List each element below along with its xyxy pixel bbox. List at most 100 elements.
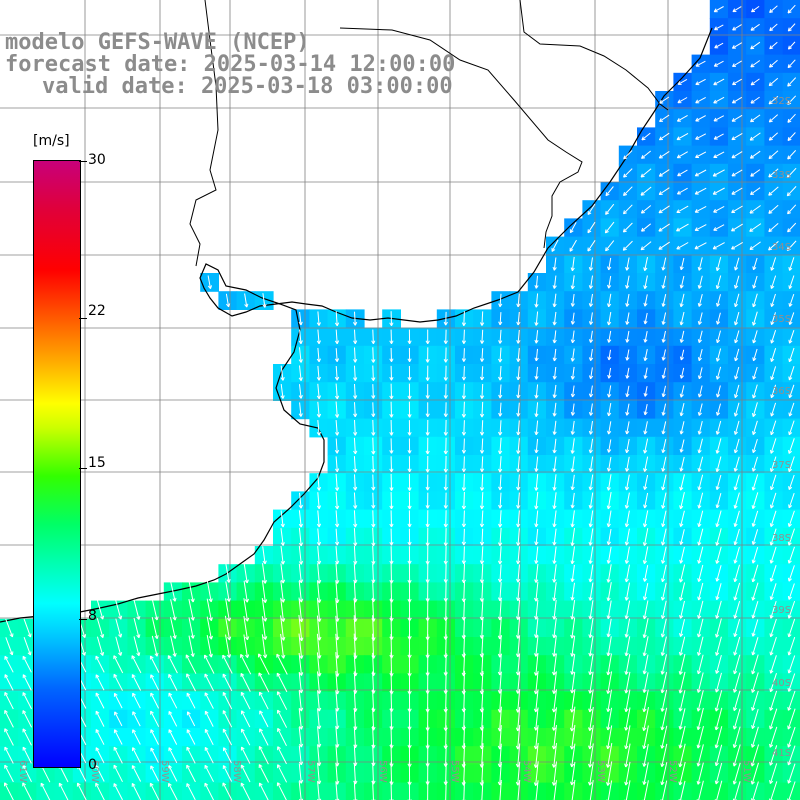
wind-arrow	[642, 546, 649, 565]
wind-arrow	[353, 528, 358, 546]
wind-arrow	[732, 744, 741, 767]
wind-arrow	[371, 365, 376, 381]
wind-arrow	[625, 438, 630, 454]
wind-arrow	[534, 366, 539, 380]
wind-arrow	[768, 132, 779, 141]
colorbar-label-0: 0	[88, 757, 97, 773]
wind-arrow	[570, 275, 575, 290]
wind-arrow	[261, 634, 268, 659]
wind-arrow	[606, 492, 612, 510]
wind-arrow	[204, 654, 215, 674]
wind-arrow	[461, 456, 467, 473]
longitude-label: 59W	[159, 760, 170, 783]
wind-arrow	[658, 205, 670, 214]
wind-cell	[782, 782, 800, 800]
wind-arrow	[371, 510, 376, 528]
wind-arrow	[713, 151, 725, 158]
longitude-label: 57W	[305, 760, 316, 783]
wind-arrow	[4, 764, 14, 783]
wind-arrow	[733, 546, 740, 564]
wind-arrow	[22, 674, 32, 691]
wind-arrow	[607, 293, 612, 308]
wind-arrow	[750, 114, 761, 123]
wind-arrow	[769, 708, 778, 730]
longitude-label: 60W	[89, 760, 100, 783]
country-border	[339, 27, 583, 249]
wind-arrow	[643, 367, 648, 379]
wind-arrow	[552, 384, 557, 398]
wind-arrow	[132, 692, 141, 709]
wind-arrow	[769, 492, 777, 509]
wind-arrow	[624, 654, 631, 675]
wind-arrow	[643, 421, 648, 435]
wind-arrow	[770, 275, 777, 289]
latitude-label: 39S	[772, 605, 791, 616]
wind-arrow	[425, 510, 430, 528]
wind-arrow	[168, 673, 178, 691]
wind-arrow	[225, 634, 232, 658]
wind-arrow	[223, 747, 232, 764]
wind-arrow	[552, 546, 557, 564]
wind-arrow	[570, 294, 575, 307]
wind-arrow	[280, 597, 286, 622]
wind-arrow	[552, 420, 557, 435]
wind-arrow	[498, 474, 503, 491]
wind-arrow	[606, 529, 612, 546]
wind-arrow	[679, 275, 685, 289]
wind-arrow	[95, 692, 105, 709]
wind-arrow	[516, 384, 521, 399]
wind-arrow	[588, 653, 594, 676]
wind-arrow	[660, 654, 667, 675]
wind-arrow	[769, 655, 777, 674]
wind-arrow	[716, 385, 721, 398]
wind-arrow	[676, 187, 688, 195]
wind-arrow	[258, 764, 269, 783]
wind-arrow	[570, 256, 575, 272]
colorbar-label-8: 8	[88, 608, 97, 624]
wind-arrow	[624, 636, 631, 657]
wind-arrow	[4, 655, 14, 673]
wind-arrow	[316, 546, 322, 565]
wind-arrow	[606, 618, 612, 638]
wind-arrow	[752, 384, 758, 399]
wind-arrow	[661, 257, 667, 271]
wind-arrow	[498, 312, 503, 326]
wind-arrow	[498, 437, 503, 455]
wind-arrow	[607, 349, 612, 361]
wind-arrow	[697, 330, 703, 343]
wind-arrow	[334, 473, 340, 491]
wind-arrow	[661, 293, 667, 307]
wind-arrow	[606, 564, 612, 583]
wind-arrow	[222, 673, 233, 692]
wind-arrow	[389, 419, 394, 436]
wind-arrow	[22, 655, 32, 673]
wind-arrow	[697, 438, 703, 454]
wind-arrow	[243, 634, 250, 659]
wind-arrow	[731, 241, 743, 250]
wind-arrow	[733, 492, 740, 509]
colorbar-label-30: 30	[88, 152, 106, 168]
colorbar-label-22: 22	[88, 303, 106, 319]
wind-arrow	[787, 673, 796, 692]
wind-arrow	[353, 545, 358, 565]
wind-arrow	[407, 528, 412, 546]
wind-arrow	[752, 366, 758, 380]
wind-arrow	[570, 456, 575, 473]
wind-arrow	[570, 420, 575, 435]
wind-arrow	[150, 692, 160, 709]
wind-arrow	[715, 366, 722, 380]
wind-arrow	[695, 133, 707, 140]
wind-arrow	[695, 60, 706, 67]
wind-arrow	[660, 671, 668, 694]
wind-arrow	[643, 275, 648, 290]
wind-arrow	[787, 636, 796, 656]
wind-arrow	[606, 510, 612, 528]
wind-arrow	[23, 637, 32, 656]
wind-arrow	[679, 529, 685, 545]
wind-arrow	[622, 222, 633, 233]
wind-arrow	[534, 384, 539, 399]
wind-arrow	[298, 745, 304, 766]
wind-arrow	[642, 689, 649, 713]
wind-arrow	[604, 221, 615, 234]
wind-arrow	[752, 275, 758, 289]
